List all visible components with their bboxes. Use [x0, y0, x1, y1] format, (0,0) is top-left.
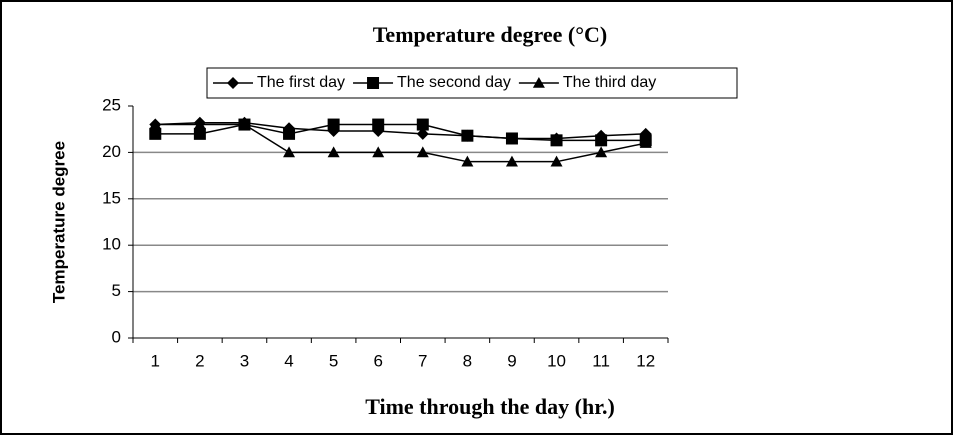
marker — [595, 146, 608, 158]
marker — [550, 134, 563, 147]
marker — [367, 77, 380, 89]
marker — [372, 118, 385, 131]
marker — [416, 146, 429, 158]
x-tick-label: 10 — [547, 351, 566, 370]
marker — [283, 146, 296, 158]
y-axis-label: Temperature degree — [49, 141, 68, 303]
x-tick-label: 11 — [592, 351, 610, 370]
y-tick-label: 10 — [102, 235, 121, 254]
x-tick-label: 9 — [507, 351, 516, 370]
marker — [149, 127, 162, 140]
y-tick-label: 15 — [102, 188, 121, 207]
marker — [193, 127, 206, 140]
marker — [372, 146, 385, 158]
marker — [416, 118, 429, 131]
legend-label: The third day — [563, 74, 656, 91]
y-tick-label: 0 — [112, 327, 121, 346]
line — [155, 121, 646, 140]
marker — [595, 134, 608, 147]
legend-label: The second day — [397, 74, 511, 91]
x-tick-label: 6 — [373, 351, 382, 370]
marker — [416, 127, 429, 140]
y-tick-label: 20 — [102, 142, 121, 161]
chart-title: Temperature degree (°C) — [373, 22, 607, 47]
marker — [327, 146, 340, 158]
x-tick-label: 1 — [151, 351, 160, 370]
marker — [149, 118, 162, 130]
marker — [505, 132, 518, 145]
marker — [238, 118, 251, 130]
x-tick-label: 3 — [240, 351, 249, 370]
x-tick-label: 2 — [195, 351, 204, 370]
marker — [461, 155, 474, 167]
x-axis-label: Time through the day (hr.) — [365, 394, 615, 419]
marker — [550, 155, 563, 167]
x-tick-label: 7 — [418, 351, 427, 370]
marker — [283, 127, 296, 140]
line — [155, 123, 646, 163]
marker — [327, 118, 340, 131]
y-tick-label: 5 — [112, 281, 121, 300]
legend-label: The first day — [257, 74, 345, 91]
marker — [461, 129, 474, 142]
x-tick-label: 8 — [463, 351, 472, 370]
line — [155, 123, 646, 142]
marker — [532, 77, 545, 88]
y-tick-label: 25 — [102, 95, 121, 114]
marker — [227, 77, 239, 89]
x-tick-label: 5 — [329, 351, 338, 370]
x-tick-label: 4 — [284, 351, 293, 370]
marker — [505, 155, 518, 167]
x-tick-label: 12 — [636, 351, 655, 370]
marker — [639, 137, 652, 148]
legend-box — [206, 67, 738, 99]
marker — [193, 118, 206, 130]
